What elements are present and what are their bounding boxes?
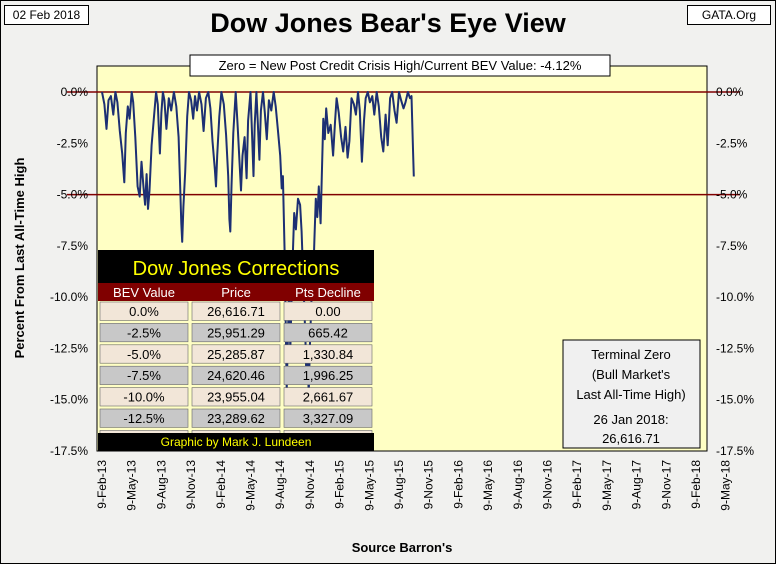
x-tick-18: 9-Aug-17 — [630, 460, 644, 510]
x-tick-2: 9-Aug-13 — [154, 460, 168, 510]
table-cell: 23,955.04 — [207, 390, 265, 405]
x-axis-label: Source Barron's — [352, 540, 453, 555]
x-tick-5: 9-May-14 — [244, 460, 258, 511]
y-tick-left-0: 0.0% — [61, 85, 89, 99]
table-cell: 0.0% — [129, 304, 159, 319]
y-tick-right-2: -5.0% — [716, 188, 748, 202]
table-header-bg — [98, 283, 374, 301]
x-tick-7: 9-Nov-14 — [303, 460, 317, 510]
x-tick-10: 9-Aug-15 — [392, 460, 406, 510]
x-tick-0: 9-Feb-13 — [95, 460, 109, 509]
x-tick-1: 9-May-13 — [125, 460, 139, 511]
table-cell-bg — [191, 344, 281, 364]
y-tick-right-4: -10.0% — [716, 290, 754, 304]
table-cell-bg — [283, 387, 373, 407]
date-label: 02 Feb 2018 — [4, 5, 89, 25]
corrections-table: Dow Jones Corrections BEV Value Price Pts … — [98, 250, 374, 451]
table-cell: 0.00 — [315, 304, 340, 319]
y-tick-left-7: -17.5% — [50, 444, 88, 458]
x-tick-21: 9-May-18 — [719, 460, 733, 511]
table-cell: -12.5% — [123, 411, 165, 426]
table-cell-bg — [283, 301, 373, 321]
table-cell: 25,285.87 — [207, 347, 265, 362]
series-line — [101, 91, 415, 395]
table-cell-bg — [99, 387, 189, 407]
table-cell-bg — [191, 408, 281, 428]
table-cell-bg — [191, 365, 281, 385]
chart-subtitle: Zero = New Post Credit Crisis High/Curre… — [219, 58, 582, 73]
table-cell-bg — [191, 323, 281, 343]
table-cell-bg — [99, 365, 189, 385]
y-tick-right-0: 0.0% — [716, 85, 744, 99]
terminal-zero-line-0: Terminal Zero — [591, 347, 670, 362]
x-tick-15: 9-Nov-16 — [541, 460, 555, 510]
y-tick-left-3: -7.5% — [57, 239, 89, 253]
table-cell-bg — [99, 323, 189, 343]
x-tick-8: 9-Feb-15 — [333, 460, 347, 509]
x-tick-20: 9-Feb-18 — [689, 460, 703, 509]
y-tick-left-1: -2.5% — [57, 136, 89, 150]
table-cell-bg — [191, 387, 281, 407]
table-footer: Graphic by Mark J. Lundeen — [161, 435, 312, 449]
table-cell-bg — [191, 301, 281, 321]
x-tick-16: 9-Feb-17 — [570, 460, 584, 509]
chart-title: Dow Jones Bear's Eye View — [210, 8, 566, 38]
subtitle-box: Zero = New Post Credit Crisis High/Curre… — [189, 54, 611, 77]
table-cell: -5.0% — [127, 347, 161, 362]
table-cell: 3,327.09 — [303, 411, 354, 426]
table-header-cell: BEV Value — [113, 285, 175, 300]
table-cell-bg — [283, 408, 373, 428]
x-tick-13: 9-May-16 — [481, 460, 495, 511]
y-tick-left-6: -15.0% — [50, 393, 88, 407]
table-cell: 23,289.62 — [207, 411, 265, 426]
x-tick-19: 9-Nov-17 — [659, 460, 673, 510]
x-tick-9: 9-May-15 — [362, 460, 376, 511]
table-title-bg — [98, 250, 374, 283]
table-cell-bg — [99, 344, 189, 364]
table-cell: 24,620.46 — [207, 368, 265, 383]
table-cell: 26,616.71 — [207, 304, 265, 319]
y-tick-left-5: -12.5% — [50, 341, 88, 355]
x-tick-17: 9-May-17 — [600, 460, 614, 511]
terminal-zero-line-2: Last All-Time High) — [576, 387, 685, 402]
site-label: GATA.Org — [687, 5, 771, 25]
terminal-zero-box-bg — [562, 339, 701, 449]
x-tick-4: 9-Feb-14 — [214, 460, 228, 509]
table-header-cell: Pts Decline — [295, 285, 361, 300]
table-cell-bg — [283, 323, 373, 343]
table-cell: 1,330.84 — [303, 347, 354, 362]
table-cell: -7.5% — [127, 368, 161, 383]
y-tick-left-2: -5.0% — [57, 188, 89, 202]
table-footer-bg — [98, 433, 374, 451]
table-cell: 25,951.29 — [207, 325, 265, 340]
x-tick-3: 9-Nov-13 — [184, 460, 198, 510]
y-tick-right-7: -17.5% — [716, 444, 754, 458]
table-cell-bg — [283, 344, 373, 364]
table-cell: 2,661.67 — [303, 390, 354, 405]
table-cell: 1,996.25 — [303, 368, 354, 383]
terminal-zero-line-4: 26,616.71 — [602, 431, 660, 446]
terminal-zero-box: Terminal Zero (Bull Market's Last All-Time… — [562, 339, 701, 449]
table-title: Dow Jones Corrections — [133, 258, 340, 280]
x-tick-12: 9-Feb-16 — [451, 460, 465, 509]
x-tick-14: 9-Aug-16 — [511, 460, 525, 510]
y-tick-right-1: -2.5% — [716, 136, 748, 150]
terminal-zero-line-1: (Bull Market's — [592, 367, 671, 382]
x-tick-6: 9-Aug-14 — [273, 460, 287, 510]
table-cell-bg — [99, 301, 189, 321]
table-cell: 665.42 — [308, 325, 348, 340]
y-tick-right-3: -7.5% — [716, 239, 748, 253]
y-axis-label: Percent From Last All-Time High — [12, 158, 27, 359]
x-tick-11: 9-Nov-15 — [422, 460, 436, 510]
y-tick-left-4: -10.0% — [50, 290, 88, 304]
table-cell: -2.5% — [127, 325, 161, 340]
y-tick-right-5: -12.5% — [716, 341, 754, 355]
table-cell: -10.0% — [123, 390, 165, 405]
terminal-zero-line-3: 26 Jan 2018: — [593, 412, 668, 427]
y-tick-right-6: -15.0% — [716, 393, 754, 407]
table-cell-bg — [283, 365, 373, 385]
table-header-cell: Price — [221, 285, 251, 300]
table-cell-bg — [99, 408, 189, 428]
